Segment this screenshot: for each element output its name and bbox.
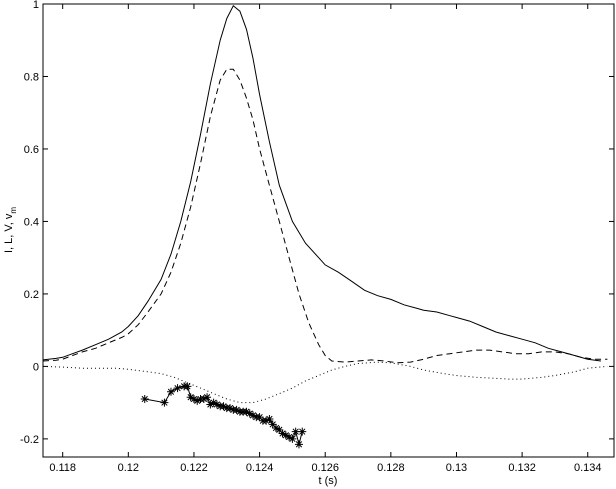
star-marker <box>298 427 307 436</box>
star-marker <box>206 400 215 409</box>
star-marker <box>199 395 208 404</box>
star-marker <box>173 384 182 393</box>
star-marker <box>275 425 284 434</box>
series-line-dashed <box>42 68 608 364</box>
star-marker <box>249 411 258 420</box>
x-tick-label: 0.122 <box>180 462 208 474</box>
y-tick-label: 0 <box>33 361 39 373</box>
star-marker <box>262 416 271 425</box>
x-axis-title: t (s) <box>319 475 338 487</box>
star-marker <box>278 429 287 438</box>
x-tick-label: 0.12 <box>118 462 139 474</box>
star-marker <box>140 395 149 404</box>
series-line-solid <box>42 5 601 362</box>
star-marker <box>160 398 169 407</box>
y-tick-label: 0.2 <box>24 289 39 301</box>
y-axis-ticks: -0.2 0 0.2 0.4 0.6 0.8 1 <box>20 0 614 446</box>
star-marker <box>193 396 202 405</box>
star-marker <box>242 407 251 416</box>
x-tick-label: 0.118 <box>49 462 76 474</box>
star-marker <box>203 393 212 402</box>
star-marker <box>288 434 297 443</box>
star-marker <box>219 402 228 411</box>
star-marker <box>245 409 254 418</box>
star-marker <box>209 398 218 407</box>
x-axis-ticks: 0.118 0.12 0.122 0.124 0.126 0.128 0.13 0.132 0.… <box>49 4 602 474</box>
y-tick-label: 0.6 <box>24 144 39 156</box>
y-axis-title-main: I, L, V, v <box>3 213 15 253</box>
star-marker <box>268 420 277 429</box>
y-tick-label: 0.8 <box>24 71 39 83</box>
star-marker <box>285 433 294 442</box>
star-marker <box>189 395 198 404</box>
star-marker <box>291 427 300 436</box>
star-marker <box>265 414 274 423</box>
y-axis-title-subscript: m <box>9 207 18 214</box>
y-tick-label: 1 <box>33 0 39 11</box>
x-tick-label: 0.128 <box>377 462 405 474</box>
star-marker <box>166 387 175 396</box>
x-tick-label: 0.132 <box>508 462 536 474</box>
x-tick-label: 0.124 <box>246 462 274 474</box>
star-marker <box>183 382 192 391</box>
x-tick-label: 0.134 <box>574 462 602 474</box>
star-marker <box>186 393 195 402</box>
y-axis-title: I, L, V, vm <box>3 207 18 253</box>
star-marker <box>255 413 264 422</box>
star-marker <box>212 400 221 409</box>
plot-area <box>42 3 615 458</box>
star-marker <box>226 404 235 413</box>
star-marker <box>271 424 280 433</box>
y-tick-label: -0.2 <box>20 434 39 446</box>
x-tick-label: 0.13 <box>446 462 467 474</box>
x-tick-label: 0.126 <box>311 462 339 474</box>
star-marker <box>294 440 303 449</box>
y-tick-label: 0.4 <box>24 216 39 228</box>
star-marker <box>281 431 290 440</box>
series-layer <box>42 5 608 449</box>
star-marker <box>232 405 241 414</box>
